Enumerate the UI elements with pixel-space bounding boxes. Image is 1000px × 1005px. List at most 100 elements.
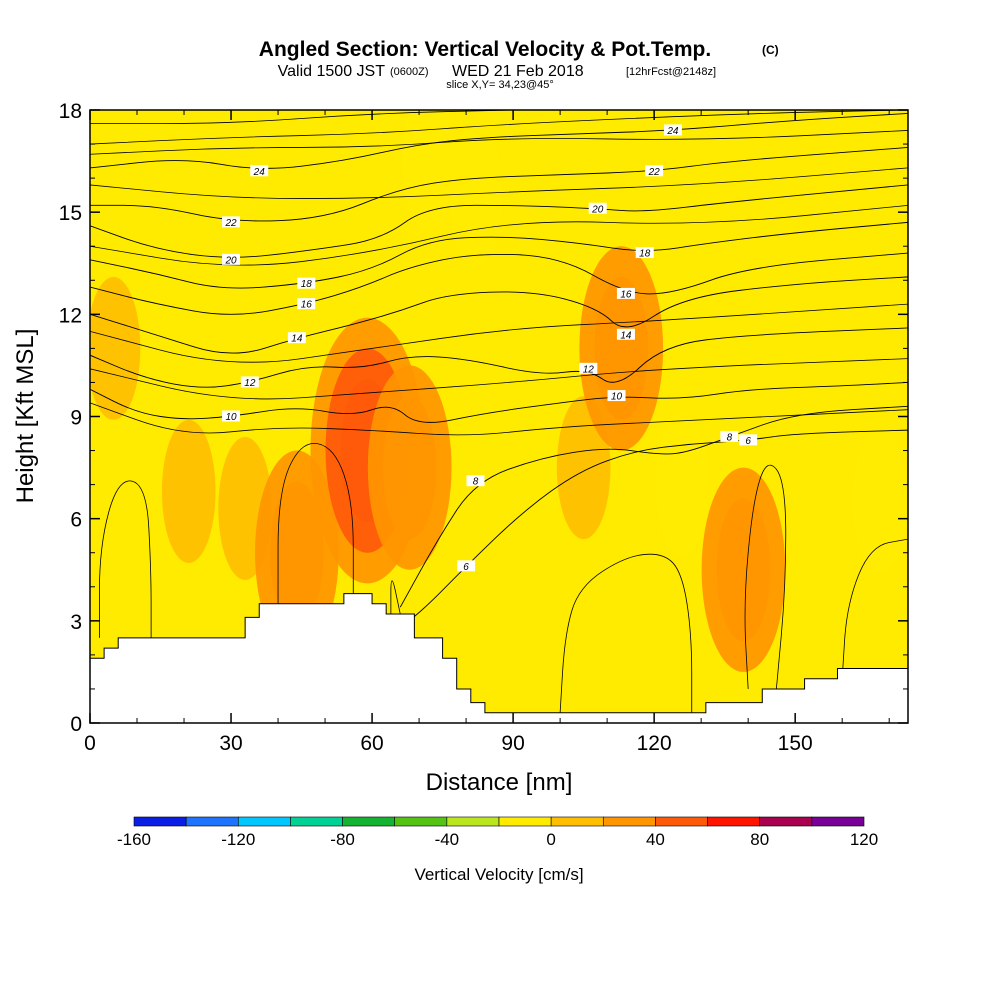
colorbar-swatch-13	[811, 816, 865, 827]
velocity-cell-band-9-1	[594, 276, 649, 420]
colorbar-swatch-12	[759, 816, 813, 827]
theta-label-bg-14-0	[287, 332, 306, 344]
theta-label-22-0: 22	[224, 218, 237, 229]
plot-area: 6 6 8 8 10 10 12 12 14 14 16 16 18 18 20 20 22 22 24 24	[90, 110, 908, 723]
theta-label-22-1: 22	[648, 167, 661, 178]
theta-label-bg-12-1	[579, 362, 598, 374]
colorbar-tick-label-2: -80	[330, 830, 355, 849]
x-tick-label-5: 150	[778, 732, 813, 755]
theta-contour-14	[90, 276, 908, 354]
theta-line-0	[90, 110, 514, 125]
theta-label-bg-8-1	[720, 430, 739, 442]
theta-contour-24	[90, 112, 908, 169]
theta-label-16-1: 16	[620, 289, 632, 300]
colorbar-tick-label-5: 40	[646, 830, 665, 849]
theta-contour-12	[90, 327, 908, 388]
theta-label-16-0: 16	[301, 300, 313, 311]
colorbar: -160 -120 -80 -40 0 40 80 120	[117, 816, 878, 849]
theta-label-6-1: 6	[745, 436, 751, 447]
theta-contour-8	[399, 405, 908, 608]
theta-contour-16	[90, 252, 908, 315]
colorbar-swatch-6	[446, 816, 500, 827]
theta-label-bg-8-0	[466, 475, 485, 487]
x-tick-label-3: 90	[501, 732, 524, 755]
theta-line-6	[90, 358, 908, 400]
colorbar-tick-label-3: -40	[435, 830, 460, 849]
y-axis-label: Height [Kft MSL]	[12, 329, 39, 504]
theta-label-bg-22-1	[645, 165, 664, 177]
velocity-cell-band-1-0	[161, 419, 216, 563]
colorbar-tick-label-7: 120	[850, 830, 878, 849]
theta-label-bg-24-0	[250, 165, 269, 177]
theta-label-14-1: 14	[620, 330, 632, 341]
subtitle-forecast: [12hrFcst@2148z]	[626, 66, 716, 78]
axes: 0 30 60 90 120 150 0 3 6 9 12 15 18	[59, 100, 908, 755]
colorbar-swatch-5	[394, 816, 448, 827]
colorbar-swatch-3	[290, 816, 343, 827]
colorbar-swatch-1	[185, 816, 239, 827]
theta-label-bg-6-1	[739, 434, 758, 446]
theta-line-3	[90, 167, 908, 199]
theta-closed-contour-4	[744, 464, 787, 689]
colorbar-tick-label-6: 80	[750, 830, 769, 849]
terrain	[90, 593, 908, 723]
subtitle-utc: (0600Z)	[390, 66, 429, 78]
theta-label-14-0: 14	[291, 334, 303, 345]
theta-contours: 6 6 8 8 10 10 12 12 14 14 16 16 18 18 20 20 22 22 24 24	[90, 110, 908, 713]
theta-label-20-0: 20	[224, 255, 237, 266]
theta-label-10-0: 10	[225, 412, 237, 423]
chart-title-tag: (C)	[762, 43, 779, 57]
theta-label-bg-16-1	[616, 287, 635, 299]
theta-contour-20	[90, 184, 908, 258]
colorbar-swatch-4	[342, 816, 396, 827]
theta-label-bg-16-0	[297, 298, 316, 310]
theta-contour-22	[90, 147, 908, 222]
y-tick-label-3: 9	[70, 407, 82, 430]
y-tick-label-4: 12	[59, 304, 82, 327]
theta-label-bg-12-0	[240, 376, 259, 388]
colorbar-tick-label-4: 0	[546, 830, 555, 849]
colorbar-swatch-11	[707, 816, 761, 827]
theta-closed-contour-2	[390, 580, 401, 615]
x-axis-label: Distance [nm]	[426, 769, 573, 796]
theta-line-7	[90, 402, 908, 436]
theta-label-20-1: 20	[591, 204, 604, 215]
x-tick-label-2: 60	[360, 732, 383, 755]
colorbar-tick-label-0: -160	[117, 830, 151, 849]
subtitle-slice: slice X,Y= 34,23@45°	[446, 79, 554, 91]
theta-label-6-0: 6	[463, 562, 469, 573]
theta-closed-contour-5	[841, 538, 908, 679]
y-tick-label-6: 18	[59, 100, 82, 123]
theta-line-2	[90, 130, 908, 155]
theta-closed-contour-0	[99, 480, 152, 638]
theta-label-bg-18-1	[635, 247, 654, 259]
theta-label-12-0: 12	[244, 378, 256, 389]
velocity-cell-band-3-1	[270, 481, 324, 625]
theta-contour-10	[90, 381, 908, 423]
theta-line-4	[90, 204, 908, 266]
colorbar-title: Vertical Velocity [cm/s]	[414, 865, 583, 884]
colorbar-swatch-10	[655, 816, 708, 827]
theta-closed-contour-3	[559, 553, 693, 713]
theta-label-bg-22-0	[222, 216, 241, 228]
subtitle-valid: Valid 1500 JST	[278, 63, 386, 80]
colorbar-swatch-7	[498, 816, 552, 827]
colorbar-swatch-0	[133, 816, 187, 827]
colorbar-swatch-9	[602, 816, 656, 827]
subtitle-date: WED 21 Feb 2018	[452, 63, 584, 80]
x-tick-label-0: 0	[84, 732, 96, 755]
colorbar-swatch-8	[550, 816, 604, 827]
theta-label-bg-24-1	[663, 124, 682, 136]
theta-label-bg-18-0	[297, 277, 316, 289]
velocity-cell-band-11-1	[716, 498, 771, 642]
velocity-cell-band-12-0	[852, 430, 907, 574]
theta-label-10-1: 10	[611, 392, 623, 403]
velocity-field	[90, 110, 907, 672]
y-tick-label-5: 15	[59, 202, 82, 225]
theta-label-bg-20-0	[222, 253, 241, 265]
theta-label-24-1: 24	[666, 126, 679, 137]
x-tick-label-1: 30	[219, 732, 242, 755]
velocity-bands	[90, 110, 907, 672]
